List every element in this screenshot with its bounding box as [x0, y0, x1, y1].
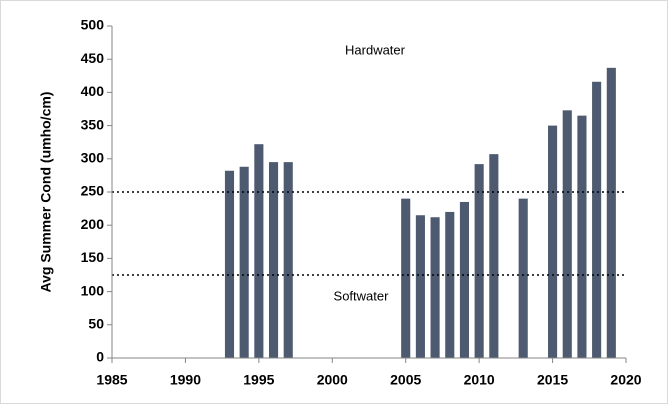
y-tick-label: 250	[81, 183, 105, 199]
bar	[489, 154, 499, 358]
bar	[254, 144, 264, 358]
y-tick-label: 100	[81, 282, 105, 298]
y-tick-label: 0	[96, 349, 104, 365]
annotation: Hardwater	[345, 42, 406, 57]
y-tick-label: 450	[81, 50, 105, 66]
bar	[474, 164, 484, 358]
bar	[415, 215, 425, 358]
y-tick-label: 350	[81, 116, 105, 132]
y-tick-label: 500	[81, 17, 105, 33]
y-axis-label: Avg Summer Cond (umho/cm)	[38, 92, 54, 293]
x-tick-label: 2015	[537, 372, 568, 388]
y-tick-label: 150	[81, 249, 105, 265]
bar	[548, 125, 558, 358]
annotation: Softwater	[334, 288, 390, 303]
y-tick-label: 200	[81, 216, 105, 232]
x-tick-label: 1990	[170, 372, 201, 388]
bar	[401, 198, 411, 358]
y-tick-label: 300	[81, 150, 105, 166]
x-tick-label: 2020	[610, 372, 641, 388]
x-tick-label: 1985	[96, 372, 127, 388]
bar	[518, 198, 528, 358]
bar	[606, 67, 616, 358]
bar	[268, 162, 279, 358]
bar	[224, 170, 235, 358]
y-tick-label: 400	[81, 83, 105, 99]
bar	[577, 115, 587, 358]
bar	[592, 81, 602, 358]
bar	[239, 166, 249, 358]
bar	[430, 217, 440, 358]
x-tick-label: 1995	[243, 372, 274, 388]
bar	[562, 110, 572, 358]
x-tick-label: 2010	[464, 372, 495, 388]
bar	[283, 162, 293, 358]
y-tick-label: 50	[88, 316, 104, 332]
bar	[459, 201, 470, 358]
x-tick-label: 2005	[390, 372, 421, 388]
bar	[445, 211, 455, 358]
x-tick-label: 2000	[317, 372, 348, 388]
